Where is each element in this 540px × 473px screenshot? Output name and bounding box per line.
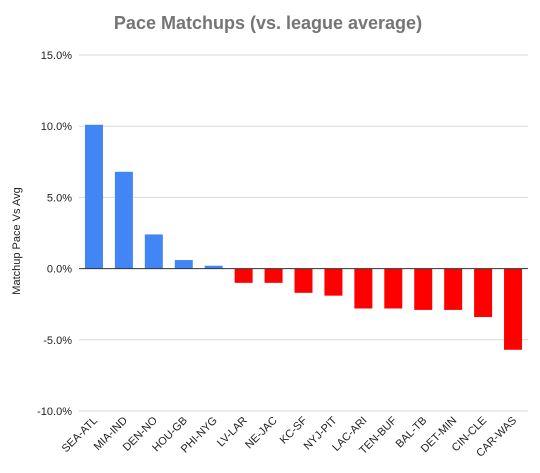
y-tick-label: 0.0% <box>47 264 72 276</box>
bar <box>384 268 403 309</box>
y-tick-label: -5.0% <box>43 335 72 347</box>
bars <box>84 124 523 350</box>
bar <box>354 268 373 309</box>
bar <box>414 268 433 310</box>
y-tick-label: 15.0% <box>41 50 72 62</box>
bar <box>144 234 163 269</box>
y-axis-label: Matchup Pace Vs Avg <box>11 187 23 294</box>
x-tick-label: SEA-ATL <box>60 415 100 455</box>
grid-lines <box>79 54 528 412</box>
y-tick-labels: 15.0% 10.0% 5.0% 0.0% -5.0% -10.0% <box>37 50 72 418</box>
bar <box>294 268 313 293</box>
bar <box>114 171 133 269</box>
y-tick-label: 5.0% <box>47 192 72 204</box>
chart-title: Pace Matchups (vs. league average) <box>114 13 422 33</box>
x-tick-labels: SEA-ATLMIA-INDDEN-NOHOU-GBPHI-NYGLV-LARN… <box>60 414 519 459</box>
bar <box>474 268 493 318</box>
bar <box>444 268 463 310</box>
bar <box>504 268 523 350</box>
bar <box>174 260 193 269</box>
x-tick-label: NE-JAC <box>243 415 280 452</box>
bar <box>234 268 253 283</box>
bar <box>204 265 223 269</box>
bar <box>264 268 283 283</box>
y-tick-label: 10.0% <box>41 121 72 133</box>
bar <box>324 268 343 296</box>
bar <box>84 124 103 269</box>
y-tick-label: -10.0% <box>37 406 72 418</box>
